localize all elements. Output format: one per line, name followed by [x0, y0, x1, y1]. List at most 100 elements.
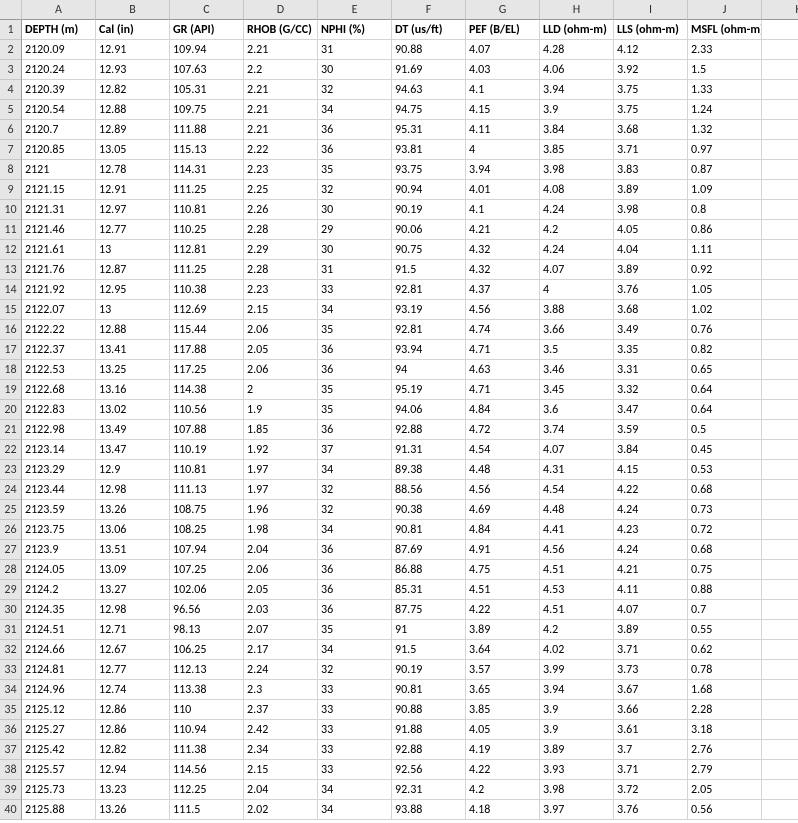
data-cell[interactable]: 115.44: [170, 320, 244, 340]
data-cell[interactable]: 12.91: [96, 180, 170, 200]
data-cell[interactable]: 4.51: [466, 580, 540, 600]
row-header-13[interactable]: 13: [0, 260, 22, 280]
data-cell[interactable]: 4.84: [466, 520, 540, 540]
data-cell[interactable]: 2121.15: [22, 180, 96, 200]
data-cell[interactable]: 0.78: [688, 660, 762, 680]
data-cell[interactable]: 110.81: [170, 200, 244, 220]
col-header-C[interactable]: C: [170, 0, 244, 20]
data-cell[interactable]: [762, 380, 798, 400]
data-cell[interactable]: 4.31: [540, 460, 614, 480]
data-cell[interactable]: 90.19: [392, 660, 466, 680]
data-cell[interactable]: 3.74: [540, 420, 614, 440]
row-header-6[interactable]: 6: [0, 120, 22, 140]
data-cell[interactable]: 4.56: [466, 480, 540, 500]
data-cell[interactable]: 13.25: [96, 360, 170, 380]
data-cell[interactable]: [762, 580, 798, 600]
row-header-34[interactable]: 34: [0, 680, 22, 700]
data-cell[interactable]: 12.82: [96, 80, 170, 100]
data-cell[interactable]: 12.78: [96, 160, 170, 180]
data-cell[interactable]: 2121.46: [22, 220, 96, 240]
data-cell[interactable]: 2.15: [244, 760, 318, 780]
data-cell[interactable]: 2125.12: [22, 700, 96, 720]
data-cell[interactable]: 4.15: [466, 100, 540, 120]
data-cell[interactable]: 30: [318, 60, 392, 80]
row-header-10[interactable]: 10: [0, 200, 22, 220]
data-cell[interactable]: 2123.29: [22, 460, 96, 480]
data-cell[interactable]: [762, 520, 798, 540]
row-header-11[interactable]: 11: [0, 220, 22, 240]
data-cell[interactable]: 13.26: [96, 800, 170, 820]
col-header-I[interactable]: I: [614, 0, 688, 20]
data-cell[interactable]: 114.31: [170, 160, 244, 180]
data-cell[interactable]: 1.32: [688, 120, 762, 140]
data-cell[interactable]: 3.67: [614, 680, 688, 700]
data-cell[interactable]: 3.66: [614, 700, 688, 720]
data-cell[interactable]: [762, 600, 798, 620]
data-cell[interactable]: 4.71: [466, 340, 540, 360]
data-cell[interactable]: 2.2: [244, 60, 318, 80]
data-cell[interactable]: 1.85: [244, 420, 318, 440]
row-header-16[interactable]: 16: [0, 320, 22, 340]
data-cell[interactable]: 3.71: [614, 640, 688, 660]
data-cell[interactable]: 2.07: [244, 620, 318, 640]
data-cell[interactable]: 12.95: [96, 280, 170, 300]
data-cell[interactable]: 2120.7: [22, 120, 96, 140]
row-header-19[interactable]: 19: [0, 380, 22, 400]
data-cell[interactable]: [762, 620, 798, 640]
data-cell[interactable]: 0.87: [688, 160, 762, 180]
data-cell[interactable]: 111.25: [170, 260, 244, 280]
data-cell[interactable]: 0.73: [688, 500, 762, 520]
col-header-G[interactable]: G: [466, 0, 540, 20]
data-cell[interactable]: 2124.96: [22, 680, 96, 700]
row-header-38[interactable]: 38: [0, 760, 22, 780]
data-cell[interactable]: 2.15: [244, 300, 318, 320]
data-cell[interactable]: 110.19: [170, 440, 244, 460]
data-cell[interactable]: 107.25: [170, 560, 244, 580]
data-cell[interactable]: 2.33: [688, 40, 762, 60]
header-cell[interactable]: GR (API): [170, 20, 244, 40]
data-cell[interactable]: 34: [318, 780, 392, 800]
header-cell[interactable]: LLD (ohm-m): [540, 20, 614, 40]
data-cell[interactable]: 0.65: [688, 360, 762, 380]
data-cell[interactable]: 36: [318, 600, 392, 620]
data-cell[interactable]: 31: [318, 40, 392, 60]
data-cell[interactable]: 93.19: [392, 300, 466, 320]
data-cell[interactable]: 3.32: [614, 380, 688, 400]
data-cell[interactable]: 1.24: [688, 100, 762, 120]
data-cell[interactable]: 3.6: [540, 400, 614, 420]
data-cell[interactable]: 3.59: [614, 420, 688, 440]
data-cell[interactable]: 12.87: [96, 260, 170, 280]
data-cell[interactable]: 30: [318, 200, 392, 220]
data-cell[interactable]: 3.98: [540, 780, 614, 800]
data-cell[interactable]: 117.25: [170, 360, 244, 380]
data-cell[interactable]: 4.51: [540, 600, 614, 620]
data-cell[interactable]: 13.47: [96, 440, 170, 460]
data-cell[interactable]: 2123.44: [22, 480, 96, 500]
data-cell[interactable]: 0.92: [688, 260, 762, 280]
data-cell[interactable]: 3.75: [614, 100, 688, 120]
header-cell[interactable]: DEPTH (m): [22, 20, 96, 40]
data-cell[interactable]: 2122.83: [22, 400, 96, 420]
data-cell[interactable]: 32: [318, 180, 392, 200]
data-cell[interactable]: [762, 400, 798, 420]
data-cell[interactable]: 2120.24: [22, 60, 96, 80]
data-cell[interactable]: 2.23: [244, 160, 318, 180]
data-cell[interactable]: 4.54: [540, 480, 614, 500]
data-cell[interactable]: 13.27: [96, 580, 170, 600]
data-cell[interactable]: 110.94: [170, 720, 244, 740]
row-header-3[interactable]: 3: [0, 60, 22, 80]
header-cell[interactable]: NPHI (%): [318, 20, 392, 40]
data-cell[interactable]: [762, 640, 798, 660]
data-cell[interactable]: 3.94: [540, 80, 614, 100]
data-cell[interactable]: 1.97: [244, 480, 318, 500]
data-cell[interactable]: 2.04: [244, 540, 318, 560]
data-cell[interactable]: 12.89: [96, 120, 170, 140]
data-cell[interactable]: 93.75: [392, 160, 466, 180]
data-cell[interactable]: 94.06: [392, 400, 466, 420]
data-cell[interactable]: 110.81: [170, 460, 244, 480]
data-cell[interactable]: 91.88: [392, 720, 466, 740]
col-header-A[interactable]: A: [22, 0, 96, 20]
data-cell[interactable]: 32: [318, 660, 392, 680]
data-cell[interactable]: 29: [318, 220, 392, 240]
data-cell[interactable]: 4.04: [614, 240, 688, 260]
